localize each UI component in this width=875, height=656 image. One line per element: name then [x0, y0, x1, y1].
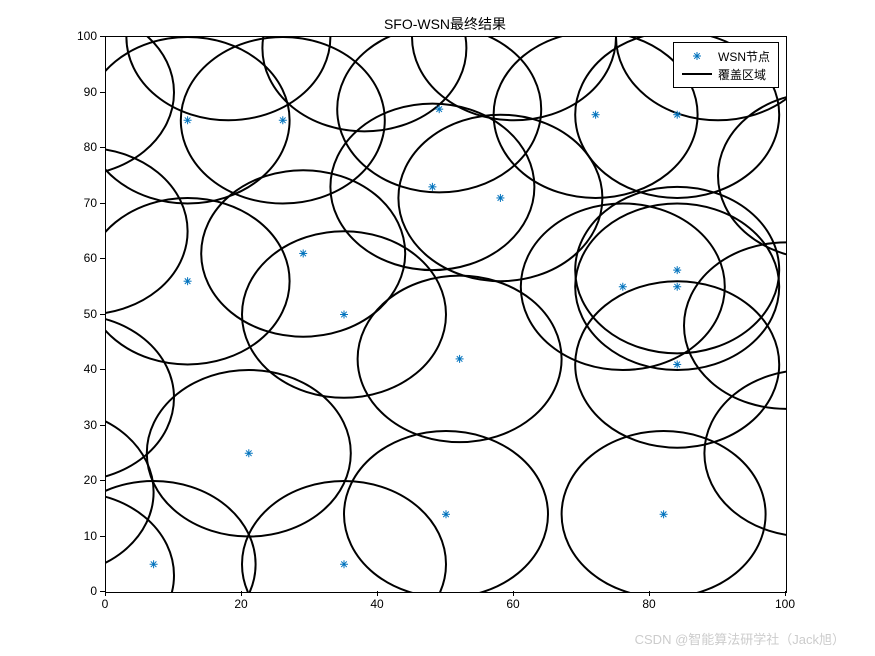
- wsn-node-marker: [673, 283, 681, 291]
- wsn-node-marker: [184, 277, 192, 285]
- wsn-node-marker: [435, 105, 443, 113]
- ytick-label: 90: [75, 85, 97, 99]
- legend: WSN节点 覆盖区域: [673, 42, 779, 88]
- ytick-label: 100: [75, 29, 97, 43]
- wsn-node-marker: [340, 560, 348, 568]
- wsn-node-marker: [279, 116, 287, 124]
- legend-label: WSN节点: [718, 48, 770, 65]
- xtick-label: 40: [370, 597, 383, 611]
- ytick-label: 10: [75, 529, 97, 543]
- figure: SFO-WSN最终结果 WSN节点 覆盖区域 CSDN @智能算法研学社（Jac…: [0, 0, 875, 656]
- legend-item-nodes: WSN节点: [682, 47, 770, 65]
- wsn-node-marker: [673, 360, 681, 368]
- wsn-node-marker: [673, 266, 681, 274]
- xtick-label: 100: [775, 597, 795, 611]
- ytick-label: 0: [75, 584, 97, 598]
- xtick-mark: [377, 591, 378, 596]
- wsn-nodes: [150, 105, 682, 568]
- wsn-node-marker: [340, 311, 348, 319]
- ytick-mark: [100, 203, 105, 204]
- legend-line-icon: [682, 73, 712, 75]
- xtick-label: 0: [102, 597, 109, 611]
- wsn-node-marker: [150, 560, 158, 568]
- wsn-node-marker: [660, 510, 668, 518]
- coverage-circle: [0, 148, 188, 315]
- plot-svg: [106, 37, 786, 592]
- xtick-mark: [513, 591, 514, 596]
- ytick-label: 80: [75, 140, 97, 154]
- wsn-node-marker: [693, 52, 701, 60]
- wsn-node-marker: [592, 111, 600, 119]
- xtick-mark: [105, 591, 106, 596]
- legend-label: 覆盖区域: [718, 66, 766, 83]
- ytick-mark: [100, 425, 105, 426]
- ytick-label: 20: [75, 473, 97, 487]
- xtick-label: 20: [234, 597, 247, 611]
- wsn-node-marker: [428, 183, 436, 191]
- ytick-mark: [100, 536, 105, 537]
- xtick-mark: [649, 591, 650, 596]
- ytick-label: 50: [75, 307, 97, 321]
- coverage-circle: [0, 492, 174, 656]
- watermark: CSDN @智能算法研学社（Jack旭）: [635, 629, 845, 648]
- xtick-mark: [241, 591, 242, 596]
- chart-title: SFO-WSN最终结果: [105, 14, 785, 34]
- wsn-node-marker: [245, 449, 253, 457]
- ytick-mark: [100, 480, 105, 481]
- ytick-mark: [100, 92, 105, 93]
- ytick-label: 70: [75, 196, 97, 210]
- ytick-mark: [100, 314, 105, 315]
- wsn-node-marker: [299, 249, 307, 257]
- wsn-node-marker: [619, 283, 627, 291]
- ytick-mark: [100, 258, 105, 259]
- wsn-node-marker: [456, 355, 464, 363]
- coverage-circles: [0, 0, 875, 656]
- legend-item-circles: 覆盖区域: [682, 65, 770, 83]
- wsn-node-marker: [496, 194, 504, 202]
- ytick-mark: [100, 147, 105, 148]
- ytick-label: 40: [75, 362, 97, 376]
- ytick-mark: [100, 369, 105, 370]
- ytick-mark: [100, 591, 105, 592]
- plot-area: [105, 36, 787, 593]
- ytick-label: 60: [75, 251, 97, 265]
- ytick-mark: [100, 36, 105, 37]
- xtick-label: 80: [642, 597, 655, 611]
- coverage-circle: [0, 315, 174, 482]
- wsn-node-marker: [184, 116, 192, 124]
- xtick-mark: [785, 591, 786, 596]
- wsn-node-marker: [442, 510, 450, 518]
- ytick-label: 30: [75, 418, 97, 432]
- coverage-circle: [0, 409, 154, 575]
- legend-marker-icon: [682, 49, 712, 63]
- xtick-label: 60: [506, 597, 519, 611]
